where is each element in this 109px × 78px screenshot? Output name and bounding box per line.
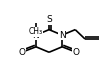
Text: N: N [59, 31, 66, 40]
Text: O: O [18, 48, 25, 57]
Text: CH₃: CH₃ [29, 27, 43, 36]
Text: O: O [73, 48, 80, 57]
Text: S: S [46, 15, 52, 24]
Text: N: N [33, 31, 39, 40]
